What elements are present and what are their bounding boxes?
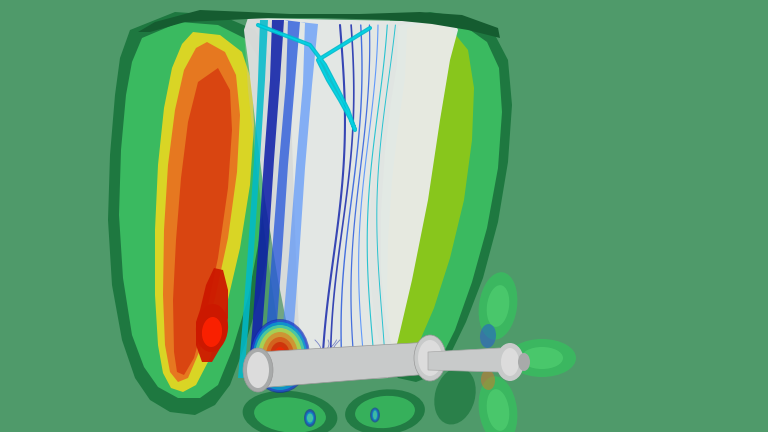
Polygon shape (244, 18, 302, 382)
Polygon shape (196, 268, 228, 362)
Ellipse shape (371, 409, 379, 422)
Ellipse shape (370, 407, 380, 422)
Polygon shape (138, 10, 500, 38)
Ellipse shape (274, 347, 286, 365)
Ellipse shape (414, 335, 446, 381)
Ellipse shape (270, 342, 290, 370)
Ellipse shape (250, 319, 310, 393)
Polygon shape (238, 20, 268, 378)
Ellipse shape (247, 352, 269, 388)
Polygon shape (387, 22, 474, 362)
Polygon shape (381, 18, 502, 372)
Polygon shape (262, 20, 300, 378)
Ellipse shape (304, 409, 316, 427)
Ellipse shape (481, 370, 495, 390)
Ellipse shape (251, 320, 309, 392)
Ellipse shape (496, 343, 524, 381)
Ellipse shape (518, 353, 530, 371)
Ellipse shape (480, 324, 496, 348)
Ellipse shape (521, 347, 563, 369)
Ellipse shape (255, 325, 305, 387)
Polygon shape (370, 12, 512, 382)
Polygon shape (155, 32, 254, 392)
Ellipse shape (487, 389, 509, 431)
Ellipse shape (254, 397, 326, 432)
Ellipse shape (266, 337, 294, 375)
Ellipse shape (478, 376, 518, 432)
Ellipse shape (262, 332, 298, 380)
Polygon shape (119, 22, 268, 398)
Ellipse shape (434, 368, 475, 425)
Ellipse shape (307, 413, 313, 422)
Ellipse shape (372, 410, 378, 420)
Polygon shape (278, 22, 318, 380)
Polygon shape (163, 42, 240, 382)
Ellipse shape (355, 396, 415, 428)
Ellipse shape (243, 348, 273, 392)
Polygon shape (428, 348, 510, 372)
Ellipse shape (243, 391, 337, 432)
Ellipse shape (258, 328, 302, 384)
Ellipse shape (345, 389, 425, 432)
Polygon shape (244, 18, 458, 382)
Ellipse shape (306, 412, 314, 424)
Ellipse shape (418, 340, 442, 376)
Ellipse shape (508, 339, 576, 377)
Ellipse shape (478, 272, 518, 340)
Ellipse shape (253, 322, 307, 390)
Ellipse shape (202, 317, 222, 347)
Ellipse shape (305, 410, 315, 426)
Polygon shape (258, 342, 430, 388)
Polygon shape (173, 68, 232, 375)
Ellipse shape (196, 304, 228, 352)
Polygon shape (108, 12, 278, 415)
Ellipse shape (373, 410, 377, 419)
Polygon shape (248, 20, 284, 378)
Ellipse shape (501, 348, 519, 376)
Ellipse shape (487, 285, 509, 327)
